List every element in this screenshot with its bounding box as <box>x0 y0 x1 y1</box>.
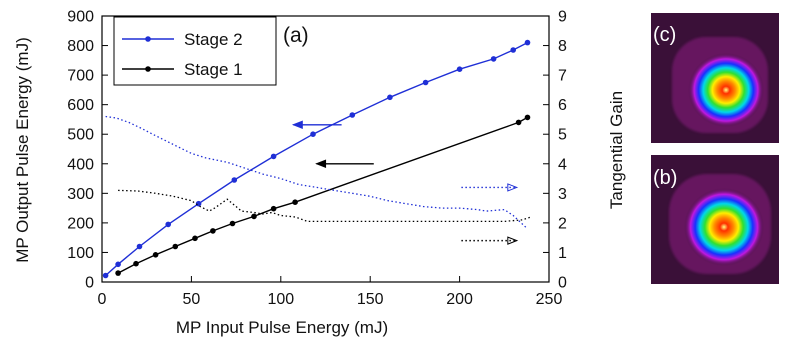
stage-2-point <box>115 261 121 268</box>
stage-2-point <box>510 47 516 53</box>
series-layer <box>102 39 532 279</box>
x-tick-label: 150 <box>357 291 384 308</box>
arrow-head <box>291 120 303 129</box>
legend-stage2-label: Stage 2 <box>184 30 243 49</box>
y-tick-label: 900 <box>67 9 94 26</box>
stage-2-point <box>456 66 463 72</box>
y-tick-label: 800 <box>67 38 94 55</box>
y-tick-label: 100 <box>67 245 94 262</box>
stage-2-point <box>136 243 143 250</box>
gain-curve-3-line <box>118 189 532 223</box>
stage-1-point <box>210 228 216 234</box>
beam-b-spot <box>684 188 764 266</box>
stage-2-point <box>102 272 109 279</box>
y-tick-label: 400 <box>67 156 94 173</box>
legend-stage1-marker <box>145 66 151 72</box>
y-tick-label: 300 <box>67 186 94 203</box>
y-tick-label: 200 <box>67 215 94 232</box>
stage-1-point <box>133 260 139 267</box>
stage-1-point <box>524 114 531 121</box>
legend-stage2-marker <box>145 36 151 42</box>
panel-b-label: (b) <box>653 167 677 189</box>
stage-1-point <box>192 235 198 242</box>
x-tick-label: 100 <box>267 291 294 308</box>
stage-1-point <box>270 205 277 212</box>
arrow-head <box>507 183 519 192</box>
stage-2-point <box>231 177 238 183</box>
beam-profile-c: (c) <box>651 13 779 143</box>
beam-profile-b: (b) <box>651 155 779 284</box>
stage-1-point <box>515 119 522 126</box>
stage-2-point <box>490 56 497 62</box>
x-tick-label: 200 <box>446 291 473 308</box>
stage-1-point <box>251 213 257 220</box>
stage-2-point <box>310 131 316 137</box>
arrow-annotations <box>291 120 519 245</box>
y2-tick-label: 4 <box>558 156 567 173</box>
stage-1-line <box>117 116 528 274</box>
y-tick-label: 700 <box>67 68 94 85</box>
stage-1-point <box>172 243 179 250</box>
y2-tick-label: 6 <box>558 97 567 114</box>
gain-curve-2-line <box>105 115 528 230</box>
stage-1-point <box>229 220 236 227</box>
y2-tick-label: 7 <box>558 68 567 85</box>
stage-1-point <box>115 270 121 276</box>
x-tick-label: 0 <box>98 291 107 308</box>
arrow-head <box>315 159 327 169</box>
stage-2-point <box>387 94 393 101</box>
y2-tick-label: 9 <box>558 9 567 26</box>
y-tick-label: 0 <box>85 275 94 292</box>
y2-tick-label: 5 <box>558 127 567 144</box>
arrow-head <box>507 236 519 245</box>
stage-1-point <box>152 252 159 258</box>
stage-2-point <box>270 153 277 160</box>
y-axis-title: MP Output Pulse Energy (mJ) <box>13 37 32 263</box>
y2-axis-title: Tangential Gain <box>607 91 626 209</box>
bottom-axis-ticks: 0 50 100 150 200 250 <box>98 276 563 308</box>
beam-c-spot <box>688 53 764 127</box>
legend: Stage 2 Stage 1 <box>113 16 277 86</box>
stage-1-point <box>292 199 298 205</box>
panel-c-label: (c) <box>653 24 676 46</box>
y2-tick-label: 2 <box>558 215 567 232</box>
x-tick-label: 50 <box>183 291 201 308</box>
stage-2-point <box>349 112 356 118</box>
y2-tick-label: 3 <box>558 186 567 203</box>
plot-frame <box>101 15 550 283</box>
stage-2-point <box>195 200 202 207</box>
stage-2-point <box>422 79 429 86</box>
y2-tick-label: 1 <box>558 245 567 262</box>
legend-stage1-label: Stage 1 <box>184 60 243 79</box>
x-tick-label: 250 <box>536 291 563 308</box>
y2-tick-label: 0 <box>558 275 567 292</box>
stage-2-point <box>524 39 531 46</box>
stage-2-point <box>165 221 171 228</box>
y-tick-label: 500 <box>67 127 94 144</box>
x-axis-title: MP Input Pulse Energy (mJ) <box>176 318 388 337</box>
legend-box <box>113 16 277 86</box>
y2-tick-label: 8 <box>558 38 567 55</box>
y-tick-label: 600 <box>67 97 94 114</box>
right-axis-ticks: 0 1 2 3 4 5 6 7 8 9 <box>543 9 567 292</box>
panel-a-label: (a) <box>283 24 309 47</box>
